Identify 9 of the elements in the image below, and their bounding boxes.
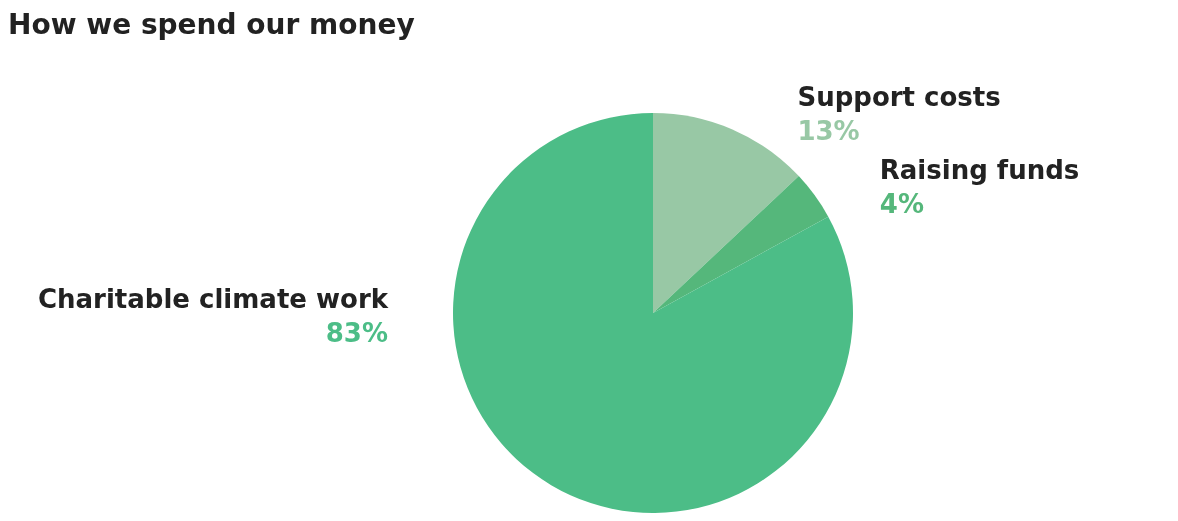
chart-title: How we spend our money bbox=[8, 8, 415, 41]
slice-label: Support costs bbox=[797, 82, 1001, 113]
pie-slice bbox=[653, 113, 799, 313]
pie-slice bbox=[653, 176, 829, 313]
slice-label: Charitable climate work bbox=[37, 284, 389, 314]
slice-label: Raising funds bbox=[879, 154, 1080, 185]
data-label: 4% bbox=[879, 188, 924, 219]
data-label: 13% bbox=[797, 116, 860, 147]
data-label: 83% bbox=[325, 318, 388, 348]
